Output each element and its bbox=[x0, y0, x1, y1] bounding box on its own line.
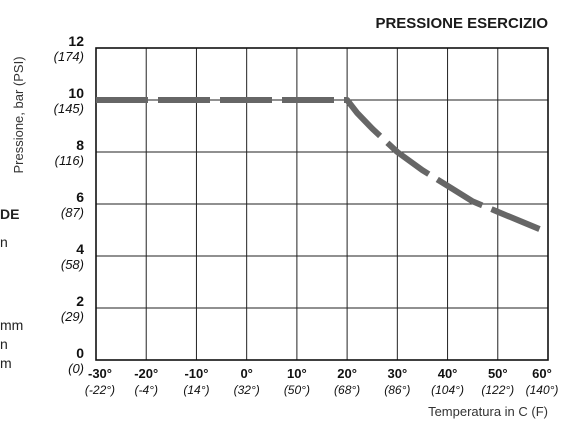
x-tick-label-celsius: -20° bbox=[134, 366, 158, 381]
series-line-pressure bbox=[96, 97, 550, 236]
x-tick-label-fahrenheit: (122°) bbox=[481, 383, 514, 397]
y-tick-label-bar: 10 bbox=[68, 85, 84, 101]
y-axis-label: Pressione, bar (PSI) bbox=[11, 56, 26, 173]
y-tick-label-bar: 12 bbox=[68, 33, 84, 49]
x-tick-label-celsius: 20° bbox=[337, 366, 357, 381]
x-tick-label-fahrenheit: (-4°) bbox=[134, 383, 157, 397]
x-tick-label-celsius: 10° bbox=[287, 366, 307, 381]
x-tick-label-celsius: 50° bbox=[488, 366, 508, 381]
y-tick-label-bar: 4 bbox=[76, 241, 84, 257]
x-tick-label-celsius: -30° bbox=[88, 366, 112, 381]
series bbox=[96, 97, 550, 236]
y-tick-label-bar: 6 bbox=[76, 189, 84, 205]
edge-fragment-mm2: m bbox=[0, 355, 12, 371]
chart-title: PRESSIONE ESERCIZIO bbox=[375, 15, 548, 32]
grid bbox=[95, 47, 549, 361]
y-tick-label-bar: 0 bbox=[76, 345, 84, 361]
y-tick-label-psi: (145) bbox=[54, 101, 84, 116]
edge-fragment-n1: n bbox=[0, 234, 8, 250]
x-tick-label-celsius: 60° bbox=[532, 366, 552, 381]
x-tick-label-celsius: 30° bbox=[387, 366, 407, 381]
plot-frame bbox=[95, 47, 549, 361]
x-tick-label-fahrenheit: (86°) bbox=[384, 383, 410, 397]
y-tick-label-psi: (58) bbox=[61, 257, 84, 272]
x-tick-label-fahrenheit: (68°) bbox=[334, 383, 360, 397]
x-axis-label: Temperatura in C (F) bbox=[428, 404, 548, 419]
y-tick-labels: 0(0) 2(29) 4(58) 6(87) 8(116) 10(145) 12(174) bbox=[54, 33, 85, 376]
y-tick-label-psi: (116) bbox=[55, 153, 84, 168]
y-tick-label-psi: (87) bbox=[61, 205, 84, 220]
edge-fragment-de: DE bbox=[0, 206, 20, 222]
y-tick-label-bar: 2 bbox=[76, 293, 84, 309]
x-tick-label-fahrenheit: (14°) bbox=[183, 383, 209, 397]
y-tick-label-psi: (0) bbox=[68, 361, 84, 376]
x-tick-label-fahrenheit: (-22°) bbox=[85, 383, 115, 397]
edge-fragment-n2: n bbox=[0, 336, 8, 352]
x-tick-label-fahrenheit: (50°) bbox=[284, 383, 310, 397]
y-tick-label-psi: (174) bbox=[54, 49, 84, 64]
y-tick-label-psi: (29) bbox=[61, 309, 84, 324]
x-tick-label-celsius: -10° bbox=[184, 366, 208, 381]
x-tick-label-fahrenheit: (140°) bbox=[526, 383, 559, 397]
edge-fragment-mm1: mm bbox=[0, 317, 24, 333]
x-tick-label-fahrenheit: (32°) bbox=[234, 383, 260, 397]
x-tick-label-fahrenheit: (104°) bbox=[431, 383, 464, 397]
x-tick-labels: -30° (-22°) -20° (-4°) -10° (14°) 0° (32°) 10° (5… bbox=[85, 366, 558, 397]
x-tick-label-celsius: 0° bbox=[240, 366, 252, 381]
y-tick-label-bar: 8 bbox=[76, 137, 84, 153]
x-tick-label-celsius: 40° bbox=[438, 366, 458, 381]
